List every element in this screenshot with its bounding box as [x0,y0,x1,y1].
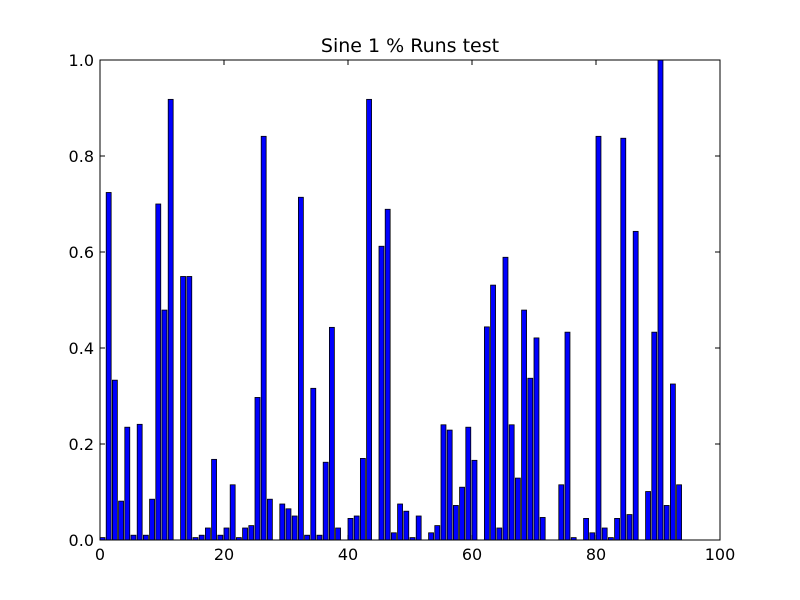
bar [632,230,639,541]
bar [465,426,472,541]
y-tick-label: 0.6 [69,243,94,262]
bar [279,503,286,541]
bar [428,532,434,541]
bar [670,383,676,541]
bar [118,500,124,541]
bar [384,208,391,541]
bar [434,525,441,541]
bar [130,534,137,541]
x-tick-label: 40 [338,545,358,564]
bar [161,309,168,541]
x-tick-label: 60 [462,545,482,564]
bar [502,256,509,541]
bar [415,515,422,541]
bar [291,515,298,541]
bar [583,518,589,541]
bar [440,424,447,541]
bar [124,426,131,541]
bar [366,98,372,541]
bar [155,203,162,541]
bar [316,534,323,541]
x-tick-label: 100 [705,545,736,564]
bar [112,379,118,541]
bar [198,534,205,541]
bar [359,457,366,541]
bar [446,429,453,541]
bar [471,459,478,541]
bar [105,192,112,541]
bar [620,137,627,541]
bar [310,387,317,541]
bar [539,517,546,541]
bar [211,458,217,541]
bar [452,505,459,541]
bar [167,98,174,541]
bar [285,508,292,541]
bar [589,532,596,541]
bar [459,486,465,541]
bar [496,527,503,541]
bar [335,527,341,541]
x-tick-label: 80 [586,545,606,564]
bar [515,477,521,541]
bar [490,284,496,541]
chart-title: Sine 1 % Runs test [321,35,499,57]
bar [390,532,397,541]
bar [260,135,267,541]
bar [558,484,565,541]
bar [229,484,236,541]
y-tick-label: 0.0 [69,531,94,550]
bar [254,397,261,541]
bar [347,518,354,541]
bar [149,498,155,541]
bar [626,514,633,541]
bar [217,534,224,541]
y-tick-label: 1.0 [69,51,94,70]
bar [378,245,385,541]
bar [304,534,310,541]
y-tick-label: 0.2 [69,435,94,454]
bar [521,309,527,541]
bar [508,424,515,541]
bar [136,423,143,541]
bar [483,326,490,541]
y-axis: 0.0 0.2 0.4 0.6 0.8 1.0 [69,51,720,550]
bar [242,527,248,541]
bar [663,505,670,541]
bar [297,196,304,541]
bar [564,331,571,541]
bar [322,461,329,541]
bar [601,527,608,541]
bar [645,491,651,541]
bar [657,59,664,541]
bar [142,534,149,541]
bar [614,518,620,541]
bar [180,276,186,541]
y-tick-label: 0.8 [69,147,94,166]
x-tick-label: 0 [95,545,105,564]
bar [223,527,230,541]
bar [266,498,273,541]
bar [204,527,211,541]
bar [676,484,682,541]
x-tick-label: 20 [214,545,234,564]
bar [186,276,193,541]
bar [595,135,602,541]
bar [248,525,255,541]
plot-frame [99,59,721,541]
y-tick-label: 0.4 [69,339,94,358]
bar [328,326,335,541]
bar [533,337,540,541]
bar [651,331,658,541]
bar [403,510,410,541]
bar [527,377,534,541]
bar [397,503,403,541]
bar [353,515,360,541]
x-axis: 0 20 40 60 80 100 [95,60,735,564]
